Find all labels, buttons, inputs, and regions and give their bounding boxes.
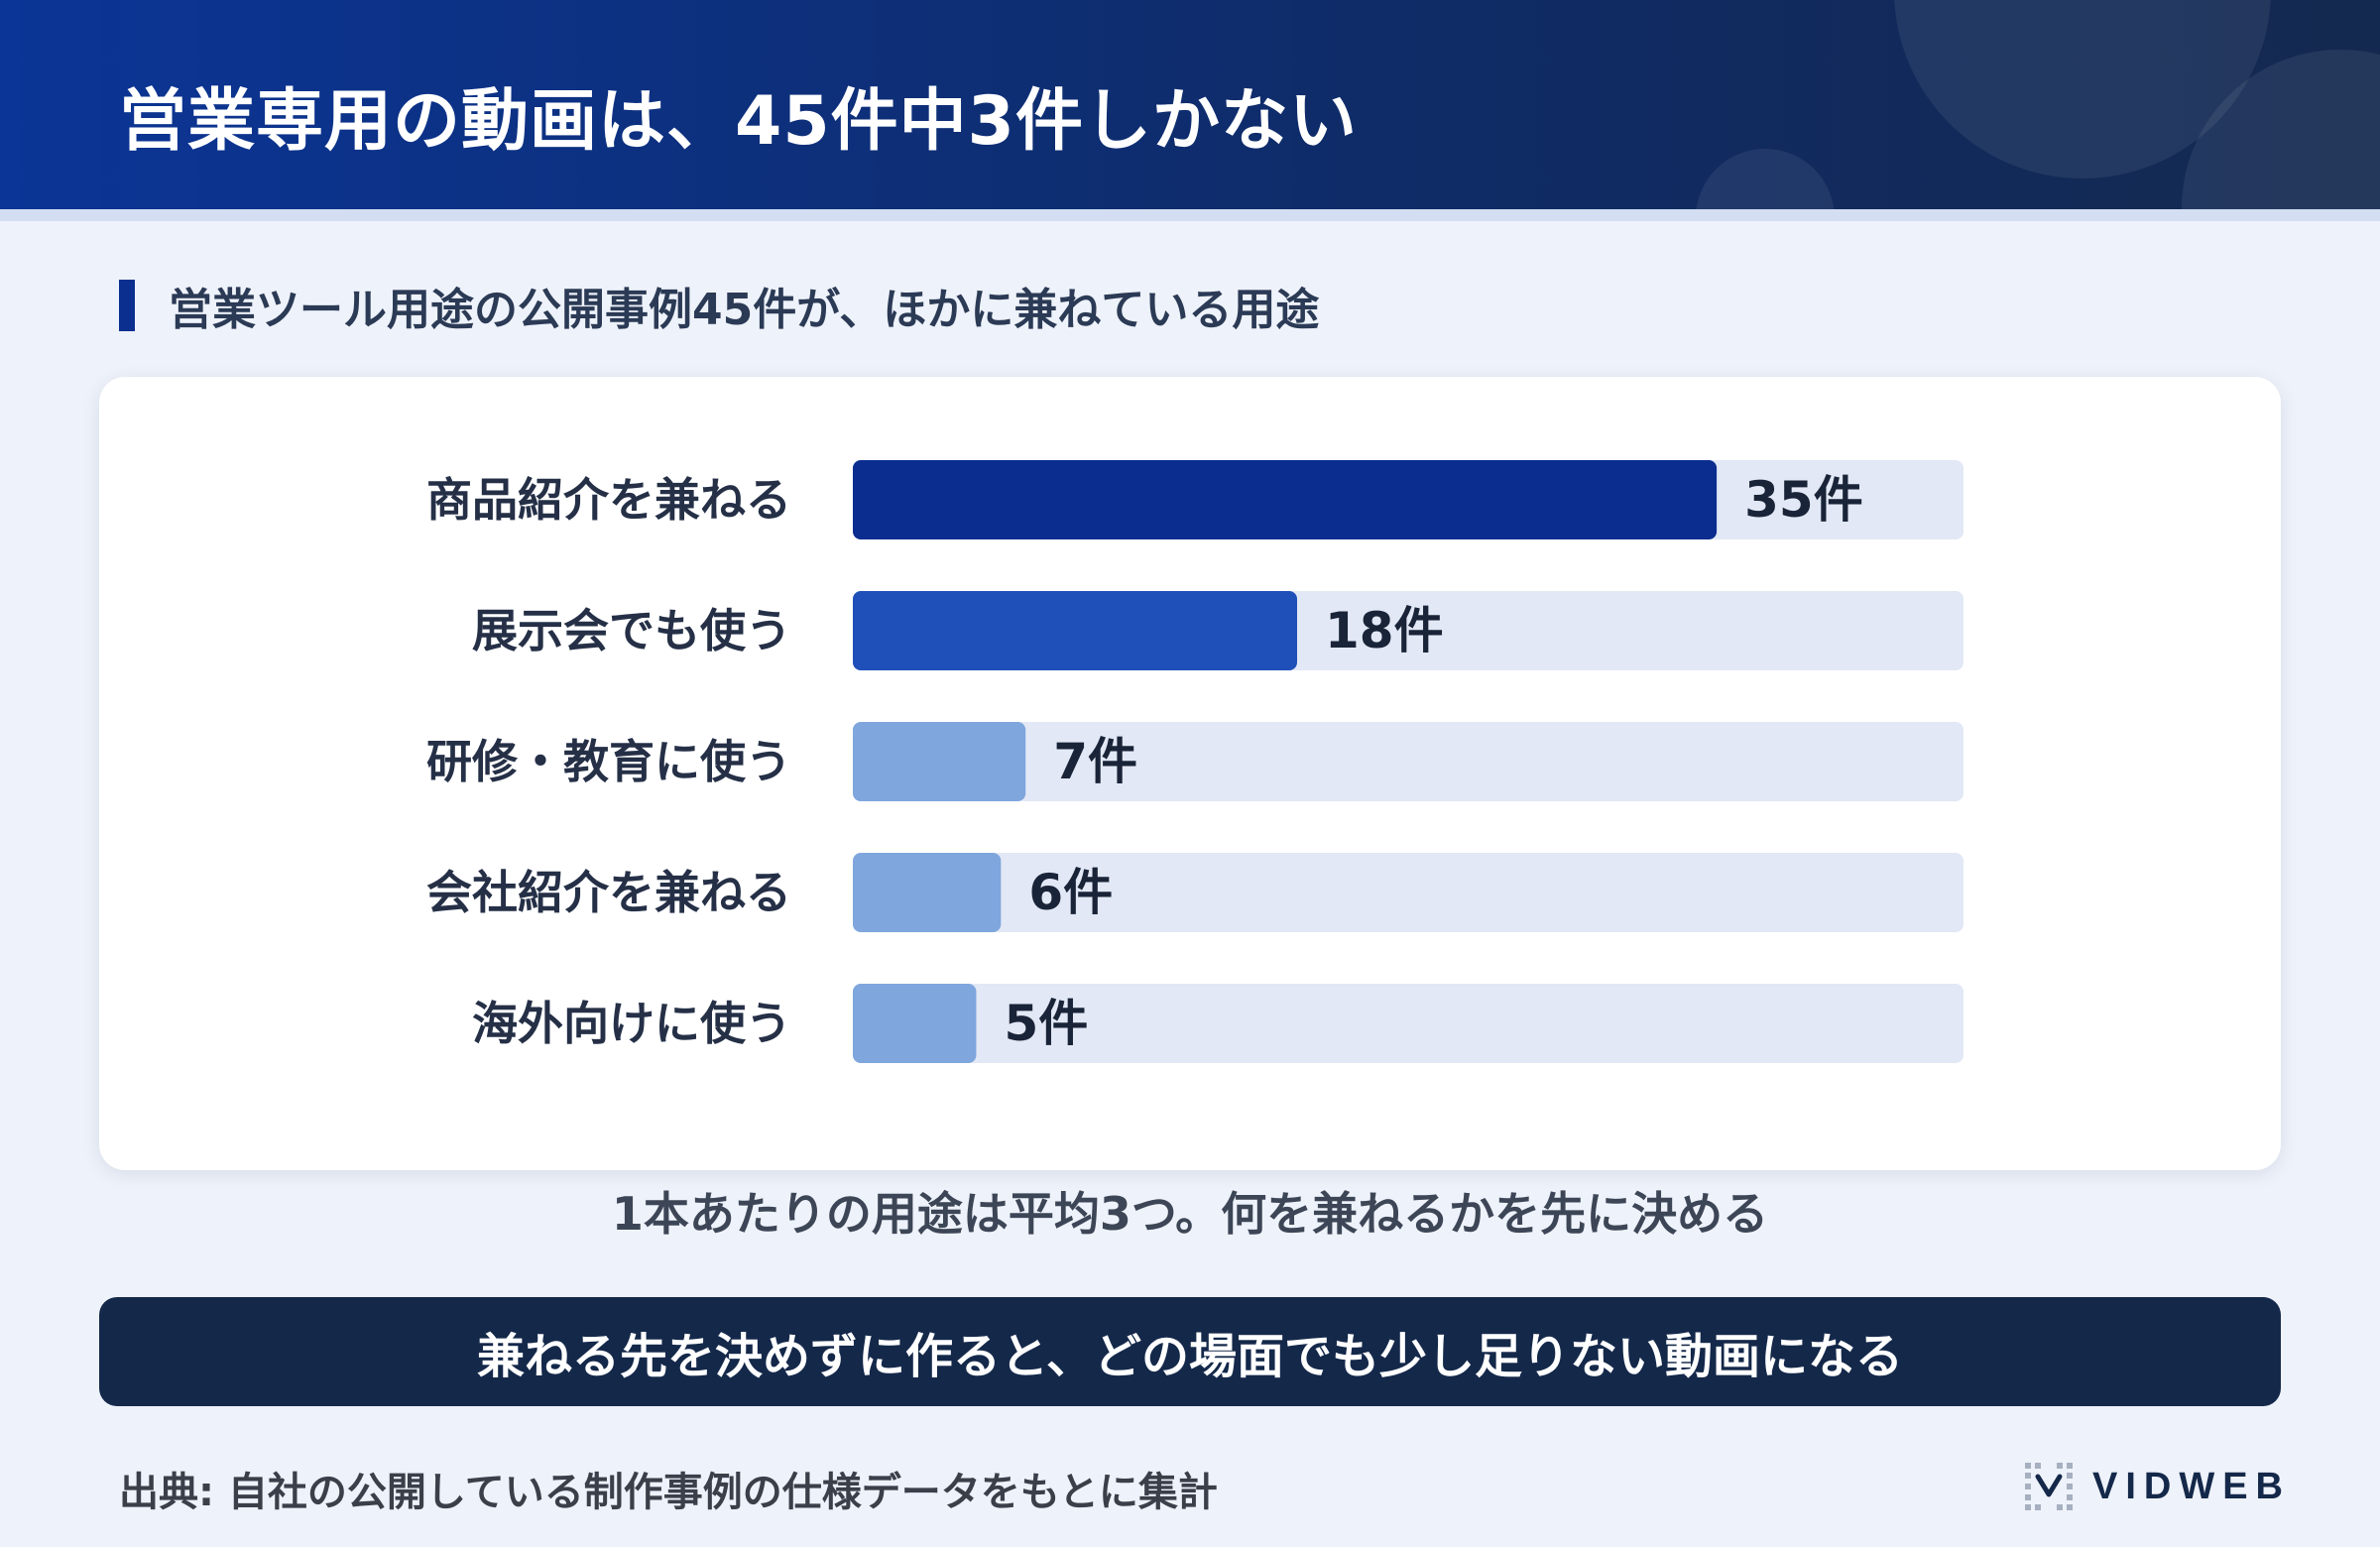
bar-track [853, 984, 1964, 1063]
header-divider [0, 209, 2380, 221]
category-label: 商品紹介を兼ねる [426, 473, 791, 527]
logo: VIDWEB [2023, 1460, 2291, 1513]
value-label: 18件 [1325, 602, 1444, 659]
category-label: 研修・教育に使う [426, 735, 791, 788]
chart-card: 商品紹介を兼ねる 35件展示会でも使う 18件研修・教育に使う 7件会社紹介を兼ねる 6… [99, 377, 2281, 1170]
value-label: 5件 [1004, 995, 1088, 1052]
conclusion-banner: 兼ねる先を決めずに作ると、どの場面でも少し足りない動画になる [99, 1297, 2281, 1406]
decor-circle [1696, 149, 1835, 209]
subtitle-text: 営業ツール用途の公開事例45件が、ほかに兼ねている用途 [169, 285, 1320, 335]
category-label: 会社紹介を兼ねる [426, 866, 791, 919]
bar [853, 722, 1026, 801]
bar-track [853, 853, 1964, 932]
chart-subtitle: 営業ツール用途の公開事例45件が、ほかに兼ねている用途 [119, 278, 1319, 335]
category-label: 展示会でも使う [472, 604, 791, 657]
value-label: 6件 [1028, 864, 1113, 921]
bar [853, 853, 1002, 932]
subtitle-accent-bar [119, 280, 135, 331]
bar [853, 460, 1718, 539]
banner-text: 兼ねる先を決めずに作ると、どの場面でも少し足りない動画になる [476, 1329, 1904, 1384]
vidweb-logo-icon [2025, 1463, 2073, 1510]
source-note: 出典: 自社の公開している制作事例の仕様データをもとに集計 [119, 1470, 1218, 1515]
value-label: 35件 [1744, 471, 1863, 529]
logo-text: VIDWEB [2092, 1465, 2291, 1507]
bar [853, 591, 1297, 670]
page-title: 営業専用の動画は、45件中3件しかない [119, 82, 1358, 161]
category-label: 海外向けに使う [472, 997, 791, 1050]
header: 営業専用の動画は、45件中3件しかない [0, 0, 2380, 209]
value-label: 7件 [1053, 733, 1137, 790]
bar-track [853, 722, 1964, 801]
chart-caption: 1本あたりの用途は平均3つ。何を兼ねるかを先に決める [611, 1187, 1769, 1241]
bar [853, 984, 977, 1063]
